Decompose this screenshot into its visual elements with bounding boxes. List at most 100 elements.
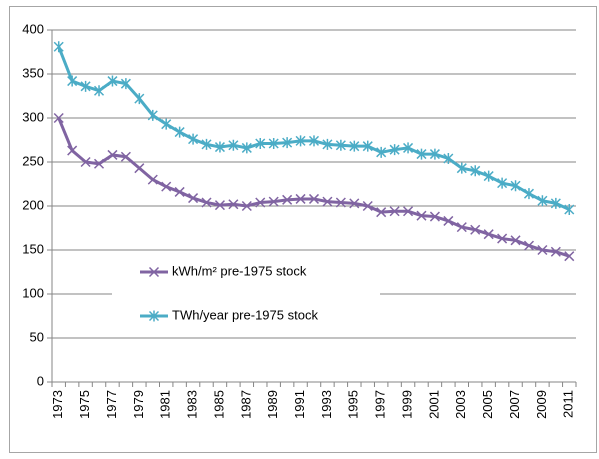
marker	[510, 180, 521, 192]
marker	[268, 196, 279, 207]
marker	[470, 165, 481, 177]
marker	[161, 118, 172, 130]
marker	[550, 197, 561, 209]
marker	[443, 215, 454, 226]
marker	[335, 197, 346, 208]
marker	[349, 140, 360, 152]
x-tick-label: 1987	[238, 390, 253, 419]
x-tick-label: 1973	[50, 390, 65, 419]
marker	[201, 197, 212, 208]
y-tick-label: 300	[22, 109, 44, 124]
marker	[429, 211, 440, 222]
marker	[403, 142, 414, 154]
marker	[322, 196, 333, 207]
marker	[376, 207, 387, 218]
x-tick-label: 2005	[480, 390, 495, 419]
marker	[201, 138, 212, 150]
marker	[93, 85, 105, 97]
x-tick-label: 1977	[104, 390, 119, 419]
x-tick-label: 1999	[399, 390, 414, 419]
marker	[564, 204, 575, 216]
marker	[389, 206, 400, 217]
chart-frame	[9, 6, 597, 453]
marker	[161, 181, 172, 192]
x-tick-label: 1981	[158, 390, 173, 419]
marker	[134, 163, 145, 174]
marker	[282, 137, 293, 149]
marker	[67, 75, 78, 87]
marker	[443, 152, 454, 164]
marker	[93, 158, 105, 169]
legend-label: kWh/m² pre-1975 stock	[172, 263, 307, 278]
marker	[255, 138, 266, 150]
x-tick-label: 1985	[211, 390, 226, 419]
marker	[120, 151, 131, 162]
marker	[537, 244, 548, 256]
x-tick-label: 1997	[373, 390, 388, 419]
marker	[188, 193, 199, 204]
marker	[134, 93, 145, 105]
x-tick-label: 1995	[346, 390, 361, 419]
marker	[80, 156, 91, 168]
y-tick-label: 50	[30, 329, 44, 344]
marker	[174, 126, 185, 138]
marker	[523, 240, 535, 251]
marker	[429, 148, 440, 160]
marker	[214, 141, 225, 153]
x-tick-label: 1983	[185, 390, 200, 419]
marker	[537, 195, 548, 207]
marker	[403, 206, 414, 217]
x-tick-label: 2007	[507, 390, 522, 419]
x-tick-label: 2003	[453, 390, 468, 419]
marker	[497, 177, 508, 189]
marker	[107, 75, 118, 87]
marker	[416, 148, 427, 160]
marker	[295, 135, 306, 147]
marker	[510, 235, 521, 246]
marker	[282, 194, 293, 205]
marker	[550, 246, 561, 257]
y-tick-label: 350	[22, 65, 44, 80]
marker	[376, 146, 387, 158]
marker	[120, 78, 131, 90]
marker	[308, 135, 320, 147]
marker	[362, 200, 373, 212]
marker	[53, 41, 64, 53]
marker	[53, 112, 64, 124]
marker	[483, 229, 494, 240]
y-tick-label: 150	[22, 241, 44, 256]
marker	[456, 162, 467, 174]
marker	[148, 266, 160, 278]
marker	[349, 198, 360, 209]
marker	[241, 142, 252, 154]
x-tick-label: 1975	[77, 390, 92, 419]
marker	[67, 145, 78, 156]
marker	[214, 200, 225, 211]
legend-label: TWh/year pre-1975 stock	[172, 307, 318, 322]
y-tick-label: 250	[22, 153, 44, 168]
x-tick-label: 1979	[131, 390, 146, 419]
marker	[295, 193, 306, 204]
marker	[241, 200, 252, 212]
marker	[188, 133, 199, 145]
marker	[523, 188, 535, 200]
y-tick-label: 400	[22, 21, 44, 36]
marker	[389, 144, 400, 156]
marker	[362, 140, 373, 152]
x-tick-label: 2011	[561, 390, 576, 418]
x-tick-label: 2009	[534, 390, 549, 419]
x-tick-label: 2001	[426, 390, 441, 419]
marker	[228, 139, 239, 151]
marker	[322, 138, 333, 150]
y-tick-label: 0	[37, 373, 44, 388]
marker	[147, 109, 158, 121]
marker	[80, 80, 91, 92]
marker	[416, 210, 427, 221]
marker	[255, 197, 266, 208]
marker	[335, 139, 346, 151]
x-tick-label: 1991	[292, 390, 307, 419]
marker	[228, 199, 239, 210]
x-tick-label: 1989	[265, 390, 280, 419]
